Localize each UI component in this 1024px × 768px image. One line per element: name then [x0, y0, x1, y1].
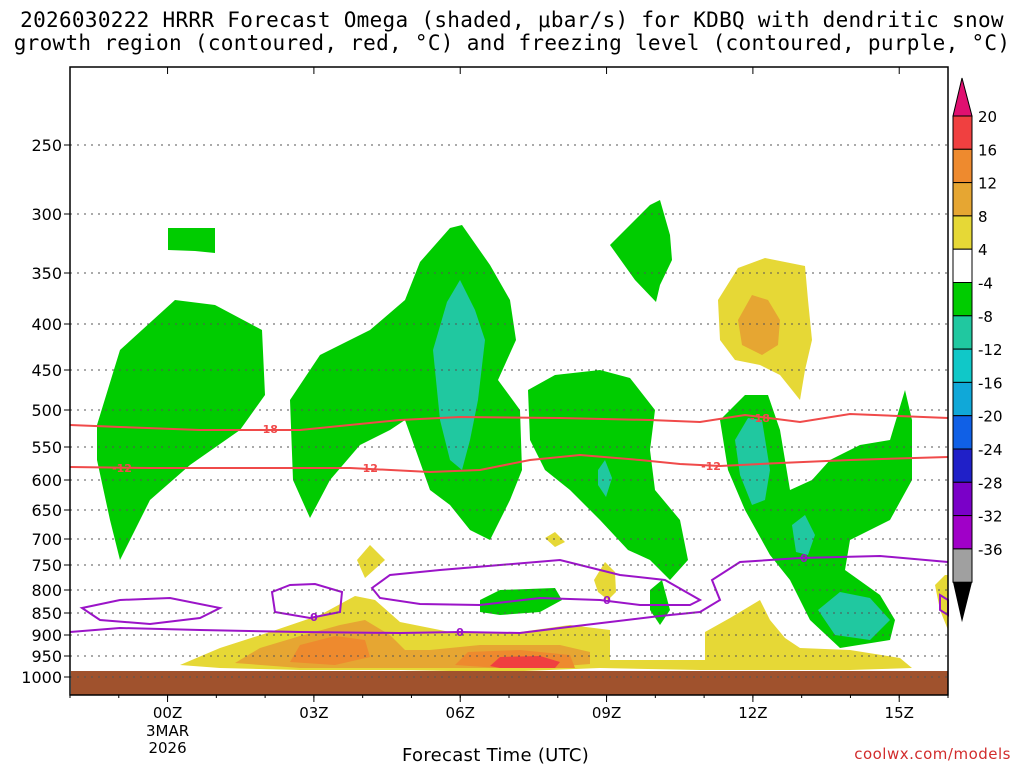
y-tick-label-250: 250 [31, 136, 62, 155]
x-tick-label-00Z: 00Z [153, 704, 182, 722]
colorbar-label-5: -4 [978, 275, 993, 293]
colorbar-swatch-11 [952, 481, 973, 517]
teal-blob-13z [792, 515, 815, 555]
y-tick-label-400: 400 [31, 315, 62, 334]
teal-blob-14z [818, 592, 890, 640]
freezing-label-0-a: 0 [310, 611, 318, 624]
teal-blob-09z [598, 460, 612, 497]
teal-region-12z [735, 418, 770, 505]
colorbar-swatch-4 [952, 248, 973, 283]
colorbar-label-8: -16 [978, 374, 1003, 392]
dgz-contour--12 [69, 453, 949, 474]
chart-title-line-2: growth region (contoured, red, °C) and f… [13, 31, 1011, 55]
freezing-label-0-d: 0 [800, 552, 808, 565]
x-tick-label-09Z: 09Z [592, 704, 621, 722]
y-tick-label-750: 750 [31, 556, 62, 575]
colorbar-swatch-3 [952, 215, 973, 250]
colorbar-swatch-0 [952, 115, 973, 150]
dgz-label-minus12-c: -12 [701, 460, 721, 473]
colorbar-swatch-7 [952, 348, 973, 383]
green-blob-07z [480, 588, 562, 615]
orange-region-12z [738, 295, 780, 355]
dgz-label-minus18-b: -18 [750, 412, 770, 425]
green-region-03z-06z [290, 225, 522, 540]
dgz-contour--18 [69, 412, 949, 431]
dgz-label-minus12-b: -12 [358, 462, 378, 475]
green-region-top-west [168, 228, 215, 253]
orange-core-04z [290, 636, 370, 665]
y-tick-label-550: 550 [31, 438, 62, 457]
colorbar-swatch-6 [952, 315, 973, 350]
colorbar-label-13: -36 [978, 541, 1003, 559]
green-region-east [720, 390, 912, 648]
green-region-top-09z [610, 200, 672, 302]
ground-surface [71, 671, 948, 695]
colorbar-swatch-1 [952, 148, 973, 184]
colorbar-label-11: -28 [978, 474, 1003, 492]
colorbar-label-0: 20 [978, 108, 997, 126]
y-tick-label-650: 650 [31, 501, 62, 520]
colorbar-label-7: -12 [978, 341, 1003, 359]
colorbar-label-4: 4 [978, 241, 988, 259]
yellow-blob-04z [357, 545, 385, 578]
colorbar-swatch-5 [952, 282, 973, 317]
colorbar-label-10: -24 [978, 441, 1003, 459]
y-tick-label-950: 950 [31, 647, 62, 666]
y-tick-label-800: 800 [31, 581, 62, 600]
x-tick-label-03Z: 03Z [299, 704, 328, 722]
red-core-07z [490, 656, 560, 668]
y-tick-label-450: 450 [31, 361, 62, 380]
y-tick-label-600: 600 [31, 471, 62, 490]
freezing-label-0-b: 0 [456, 626, 464, 639]
chart-title-line-1: 2026030222 HRRR Forecast Omega (shaded, … [20, 8, 1004, 32]
colorbar: 20 16 12 8 4 -4 -8 -12 -16 -20 -24 -28 -32 -36 [952, 77, 1003, 623]
axes: 250 300 350 400 450 500 550 600 650 700 750 800 850 9… [21, 66, 949, 757]
colorbar-label-9: -20 [978, 408, 1003, 426]
freezing-label-0-c: 0 [603, 594, 611, 607]
colorbar-bottom-arrow [953, 582, 972, 623]
colorbar-swatch-10 [952, 448, 973, 483]
freezing-contour-0 [69, 554, 949, 635]
yellow-blob-16z [935, 575, 948, 630]
colorbar-label-2: 12 [978, 175, 997, 193]
colorbar-swatch-2 [952, 182, 973, 217]
y-tick-label-300: 300 [31, 205, 62, 224]
colorbar-swatch-13 [952, 548, 973, 583]
x-date-label-1: 2026 [148, 739, 186, 757]
x-tick-label-15Z: 15Z [885, 704, 914, 722]
colorbar-swatch-9 [952, 415, 973, 450]
colorbar-label-6: -8 [978, 308, 993, 326]
colorbar-top-arrow [952, 77, 973, 117]
credit-text: coolwx.com/models [854, 745, 1011, 763]
colorbar-label-1: 16 [978, 141, 997, 159]
dgz-label-minus12-a: -12 [112, 462, 132, 475]
y-tick-label-500: 500 [31, 401, 62, 420]
colorbar-swatch-8 [952, 381, 973, 417]
y-tick-label-350: 350 [31, 264, 62, 283]
dgz-label-minus18-a: -18 [258, 423, 278, 436]
freezing-contour-3 [370, 558, 703, 607]
x-axis-title: Forecast Time (UTC) [402, 745, 590, 766]
y-tick-label-700: 700 [31, 530, 62, 549]
x-tick-label-12Z: 12Z [738, 704, 767, 722]
freezing-contour-1 [79, 596, 224, 626]
colorbar-swatch-12 [952, 515, 973, 550]
y-tick-label-850: 850 [31, 604, 62, 623]
plot-area: -18 -18 -12 -12 -12 0 0 0 0 [69, 200, 949, 695]
x-tick-label-06Z: 06Z [446, 704, 475, 722]
green-blob-10z [650, 580, 670, 625]
colorbar-label-12: -32 [978, 508, 1003, 526]
x-date-label-0: 3MAR [146, 722, 189, 740]
colorbar-label-3: 8 [978, 208, 988, 226]
y-tick-label-900: 900 [31, 626, 62, 645]
teal-region-06z [433, 280, 485, 470]
y-tick-label-1000: 1000 [21, 668, 62, 687]
